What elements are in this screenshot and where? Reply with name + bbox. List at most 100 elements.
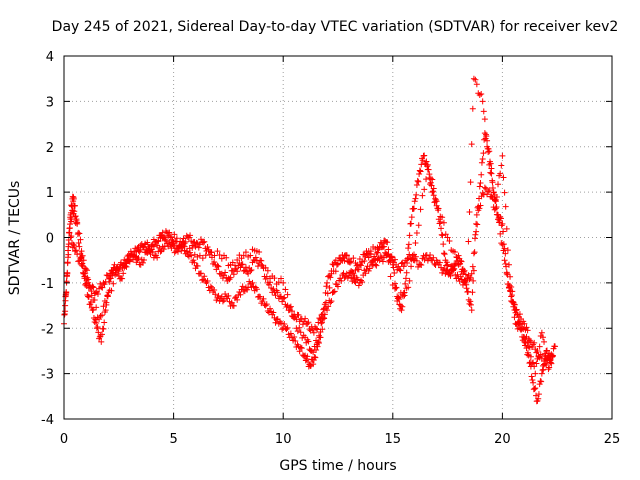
y-tick-label: -4: [41, 413, 54, 428]
data-point: [204, 244, 211, 251]
data-point: [422, 252, 429, 259]
data-point: [398, 307, 405, 314]
data-point: [543, 361, 550, 368]
data-point: [194, 263, 201, 270]
data-point: [433, 198, 440, 205]
data-point: [91, 297, 98, 304]
data-point: [535, 395, 542, 402]
data-point: [109, 272, 116, 279]
y-tick-label: -2: [41, 322, 54, 337]
data-point: [438, 231, 445, 238]
data-point: [508, 283, 515, 290]
data-point: [94, 324, 101, 331]
data-point: [476, 205, 483, 212]
data-point: [286, 304, 293, 311]
data-point: [539, 334, 546, 341]
data-point: [502, 260, 509, 267]
data-point: [396, 266, 403, 273]
data-point: [279, 298, 286, 305]
data-point: [525, 343, 532, 350]
data-point: [484, 137, 491, 144]
data-point: [239, 283, 246, 290]
data-point: [430, 254, 437, 261]
data-point: [374, 249, 381, 256]
data-point: [198, 236, 204, 243]
data-point: [436, 259, 443, 266]
data-point: [278, 320, 285, 327]
data-point: [198, 270, 204, 277]
data-point: [489, 184, 496, 191]
data-point: [281, 294, 288, 301]
data-point: [391, 256, 398, 263]
data-point: [507, 273, 514, 280]
data-point: [100, 303, 107, 310]
data-point: [376, 244, 383, 251]
data-point: [427, 181, 434, 188]
data-point: [408, 214, 415, 221]
data-point: [432, 196, 439, 203]
data-point: [299, 334, 306, 341]
data-point: [451, 249, 458, 256]
data-point: [139, 259, 146, 266]
data-point: [531, 385, 538, 392]
data-point: [347, 259, 354, 266]
data-point: [549, 353, 556, 360]
data-point: [473, 228, 480, 235]
data-point: [548, 360, 555, 367]
data-point: [214, 248, 221, 255]
data-point: [201, 273, 208, 280]
data-point: [322, 299, 329, 306]
data-point: [482, 131, 489, 138]
data-point: [444, 234, 451, 241]
data-point: [479, 155, 486, 162]
data-point: [397, 267, 404, 274]
data-point: [321, 315, 328, 322]
data-point: [415, 222, 422, 229]
data-point: [93, 320, 100, 327]
data-point: [412, 239, 419, 246]
data-point: [103, 272, 110, 279]
data-point: [287, 303, 294, 310]
data-point: [305, 359, 312, 366]
data-point: [439, 269, 446, 276]
data-point: [446, 269, 453, 276]
data-point: [284, 291, 291, 298]
data-point: [98, 331, 105, 338]
data-point: [74, 251, 81, 258]
data-point: [505, 261, 512, 268]
data-point: [75, 229, 82, 236]
data-point: [478, 91, 485, 98]
data-point: [74, 220, 81, 227]
data-point: [443, 267, 450, 274]
data-point: [190, 257, 197, 264]
data-point: [472, 76, 479, 83]
data-point: [481, 130, 488, 137]
data-point: [214, 262, 221, 269]
data-point: [281, 320, 288, 327]
data-point: [429, 176, 436, 183]
data-point: [283, 326, 290, 333]
data-point: [228, 299, 235, 306]
data-point: [64, 270, 71, 277]
data-point: [78, 261, 85, 268]
data-points: [61, 75, 559, 405]
data-point: [395, 263, 402, 270]
data-point: [502, 203, 509, 210]
data-point: [295, 312, 302, 319]
data-point: [234, 268, 241, 275]
data-point: [119, 275, 126, 282]
data-point: [401, 292, 408, 299]
data-point: [473, 220, 480, 227]
data-point: [429, 188, 436, 195]
data-point: [372, 245, 379, 252]
data-point: [469, 105, 476, 112]
data-point: [435, 216, 442, 223]
data-point: [316, 332, 323, 339]
data-point: [405, 245, 412, 252]
data-point: [113, 270, 120, 277]
data-point: [477, 202, 484, 209]
data-point: [272, 319, 279, 326]
data-point: [237, 264, 244, 271]
data-point: [481, 184, 488, 191]
data-point: [423, 158, 430, 165]
